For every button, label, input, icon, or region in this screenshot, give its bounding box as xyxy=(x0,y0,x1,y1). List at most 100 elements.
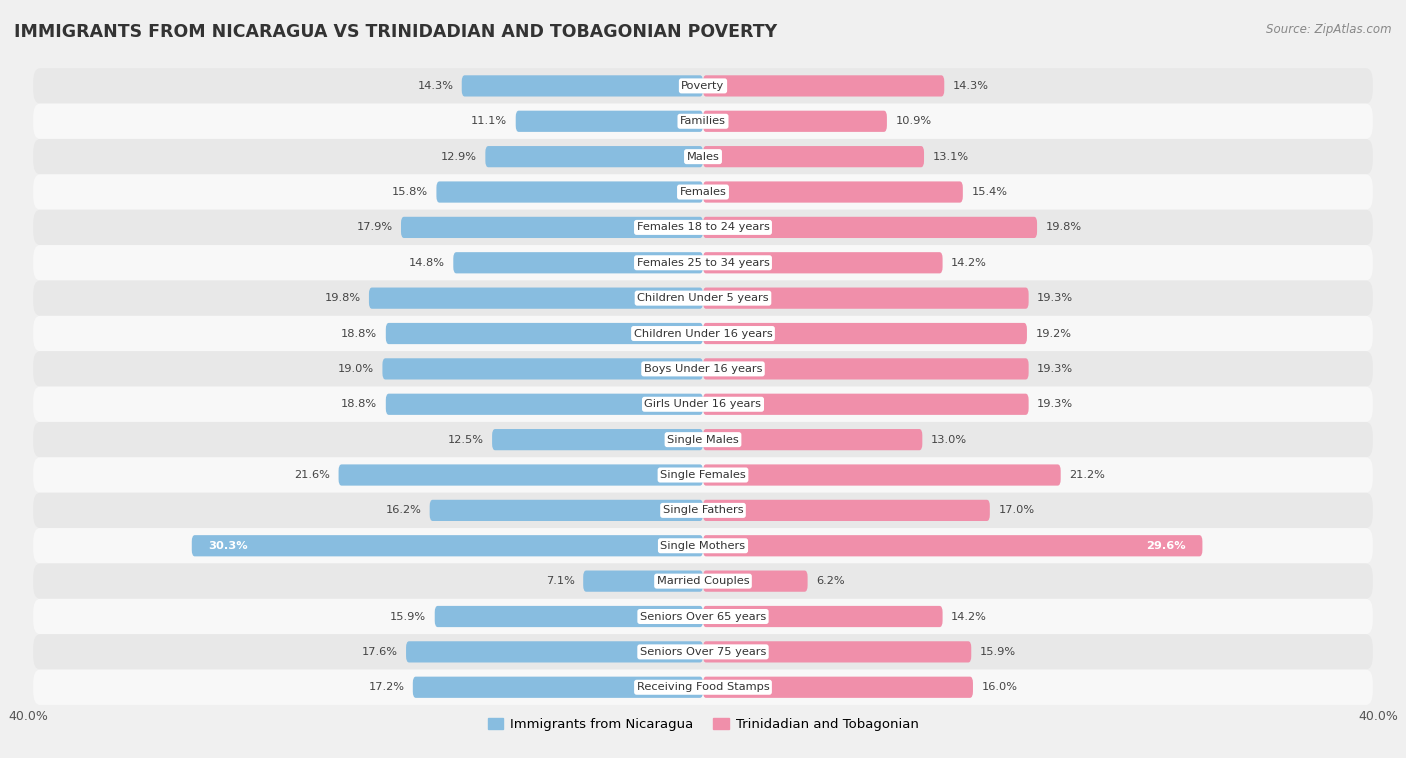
Text: 15.8%: 15.8% xyxy=(392,187,427,197)
FancyBboxPatch shape xyxy=(34,68,1372,104)
Text: Single Males: Single Males xyxy=(666,434,740,445)
Text: Boys Under 16 years: Boys Under 16 years xyxy=(644,364,762,374)
Text: 19.8%: 19.8% xyxy=(1046,222,1081,233)
Text: Males: Males xyxy=(686,152,720,161)
FancyBboxPatch shape xyxy=(382,359,703,380)
Text: Source: ZipAtlas.com: Source: ZipAtlas.com xyxy=(1267,23,1392,36)
Text: Receiving Food Stamps: Receiving Food Stamps xyxy=(637,682,769,692)
FancyBboxPatch shape xyxy=(34,139,1372,174)
Text: 6.2%: 6.2% xyxy=(815,576,845,586)
FancyBboxPatch shape xyxy=(703,465,1060,486)
FancyBboxPatch shape xyxy=(703,75,945,96)
Text: 14.8%: 14.8% xyxy=(409,258,444,268)
FancyBboxPatch shape xyxy=(583,571,703,592)
Text: Married Couples: Married Couples xyxy=(657,576,749,586)
FancyBboxPatch shape xyxy=(703,217,1038,238)
Text: Poverty: Poverty xyxy=(682,81,724,91)
FancyBboxPatch shape xyxy=(434,606,703,627)
FancyBboxPatch shape xyxy=(34,351,1372,387)
Text: Seniors Over 75 years: Seniors Over 75 years xyxy=(640,647,766,657)
Text: Single Females: Single Females xyxy=(661,470,745,480)
Text: 19.0%: 19.0% xyxy=(337,364,374,374)
FancyBboxPatch shape xyxy=(34,387,1372,422)
Text: 10.9%: 10.9% xyxy=(896,116,931,127)
FancyBboxPatch shape xyxy=(461,75,703,96)
FancyBboxPatch shape xyxy=(436,181,703,202)
FancyBboxPatch shape xyxy=(34,457,1372,493)
FancyBboxPatch shape xyxy=(34,245,1372,280)
Text: 21.6%: 21.6% xyxy=(294,470,330,480)
Text: 14.3%: 14.3% xyxy=(418,81,453,91)
FancyBboxPatch shape xyxy=(703,535,1202,556)
FancyBboxPatch shape xyxy=(703,323,1026,344)
Text: 30.3%: 30.3% xyxy=(208,540,249,551)
FancyBboxPatch shape xyxy=(703,111,887,132)
Text: 15.4%: 15.4% xyxy=(972,187,1007,197)
FancyBboxPatch shape xyxy=(368,287,703,309)
Text: 19.2%: 19.2% xyxy=(1035,328,1071,339)
FancyBboxPatch shape xyxy=(703,359,1029,380)
FancyBboxPatch shape xyxy=(385,393,703,415)
FancyBboxPatch shape xyxy=(34,563,1372,599)
FancyBboxPatch shape xyxy=(703,500,990,521)
Text: 16.2%: 16.2% xyxy=(385,506,422,515)
FancyBboxPatch shape xyxy=(34,210,1372,245)
Text: Girls Under 16 years: Girls Under 16 years xyxy=(644,399,762,409)
Text: 19.8%: 19.8% xyxy=(325,293,360,303)
Text: Single Fathers: Single Fathers xyxy=(662,506,744,515)
Text: 11.1%: 11.1% xyxy=(471,116,508,127)
Text: 17.6%: 17.6% xyxy=(361,647,398,657)
Text: 19.3%: 19.3% xyxy=(1038,364,1073,374)
FancyBboxPatch shape xyxy=(703,252,942,274)
FancyBboxPatch shape xyxy=(34,528,1372,563)
FancyBboxPatch shape xyxy=(430,500,703,521)
FancyBboxPatch shape xyxy=(339,465,703,486)
Legend: Immigrants from Nicaragua, Trinidadian and Tobagonian: Immigrants from Nicaragua, Trinidadian a… xyxy=(482,713,924,737)
Text: Families: Families xyxy=(681,116,725,127)
Text: 16.0%: 16.0% xyxy=(981,682,1018,692)
FancyBboxPatch shape xyxy=(703,429,922,450)
Text: 7.1%: 7.1% xyxy=(546,576,575,586)
FancyBboxPatch shape xyxy=(413,677,703,698)
FancyBboxPatch shape xyxy=(34,669,1372,705)
Text: 29.6%: 29.6% xyxy=(1146,540,1185,551)
FancyBboxPatch shape xyxy=(34,280,1372,316)
FancyBboxPatch shape xyxy=(703,677,973,698)
FancyBboxPatch shape xyxy=(34,174,1372,210)
Text: 19.3%: 19.3% xyxy=(1038,293,1073,303)
Text: Females 25 to 34 years: Females 25 to 34 years xyxy=(637,258,769,268)
FancyBboxPatch shape xyxy=(703,606,942,627)
FancyBboxPatch shape xyxy=(703,393,1029,415)
Text: 17.2%: 17.2% xyxy=(368,682,405,692)
Text: 13.0%: 13.0% xyxy=(931,434,967,445)
Text: 19.3%: 19.3% xyxy=(1038,399,1073,409)
FancyBboxPatch shape xyxy=(385,323,703,344)
Text: 18.8%: 18.8% xyxy=(342,399,377,409)
Text: Females 18 to 24 years: Females 18 to 24 years xyxy=(637,222,769,233)
Text: 18.8%: 18.8% xyxy=(342,328,377,339)
Text: Children Under 5 years: Children Under 5 years xyxy=(637,293,769,303)
FancyBboxPatch shape xyxy=(703,181,963,202)
FancyBboxPatch shape xyxy=(34,316,1372,351)
FancyBboxPatch shape xyxy=(703,641,972,662)
FancyBboxPatch shape xyxy=(703,571,807,592)
Text: 14.3%: 14.3% xyxy=(953,81,988,91)
FancyBboxPatch shape xyxy=(453,252,703,274)
Text: Single Mothers: Single Mothers xyxy=(661,540,745,551)
Text: 17.0%: 17.0% xyxy=(998,506,1035,515)
Text: 14.2%: 14.2% xyxy=(950,258,987,268)
Text: 15.9%: 15.9% xyxy=(980,647,1015,657)
Text: 12.5%: 12.5% xyxy=(447,434,484,445)
Text: Children Under 16 years: Children Under 16 years xyxy=(634,328,772,339)
FancyBboxPatch shape xyxy=(191,535,703,556)
Text: Females: Females xyxy=(679,187,727,197)
FancyBboxPatch shape xyxy=(34,493,1372,528)
FancyBboxPatch shape xyxy=(516,111,703,132)
FancyBboxPatch shape xyxy=(34,634,1372,669)
FancyBboxPatch shape xyxy=(34,422,1372,457)
Text: 17.9%: 17.9% xyxy=(357,222,392,233)
FancyBboxPatch shape xyxy=(34,104,1372,139)
FancyBboxPatch shape xyxy=(401,217,703,238)
Text: Seniors Over 65 years: Seniors Over 65 years xyxy=(640,612,766,622)
FancyBboxPatch shape xyxy=(485,146,703,168)
